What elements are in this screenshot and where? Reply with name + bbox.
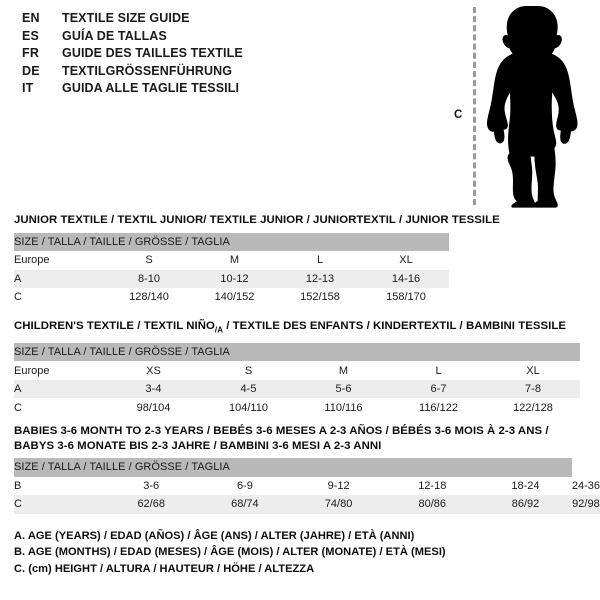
row-value: 14-16	[363, 269, 449, 288]
row-value: 8-10	[106, 269, 192, 288]
section-title-children: CHILDREN'S TEXTILE / TEXTIL NIÑO/A / TEX…	[14, 319, 580, 338]
height-label: C	[454, 109, 463, 121]
section-title-babies-line1: BABIES 3-6 MONTH TO 2-3 YEARS / BEBÉS 3-…	[14, 425, 549, 437]
table-header-bar: SIZE / TALLA / TAILLE / GRÖSSE / TAGLIA	[14, 458, 600, 477]
table-row: Europe S M L XL	[14, 251, 449, 270]
size-bar-label: SIZE / TALLA / TAILLE / GRÖSSE / TAGLIA	[14, 232, 449, 251]
row-value: 5-6	[296, 379, 391, 399]
row-value: 18-24	[479, 476, 572, 495]
row-value: 6-7	[391, 379, 486, 399]
row-value: XL	[486, 361, 580, 380]
language-title: GUIDA ALLE TAGLIE TESSILI	[62, 81, 240, 96]
size-bar-label: SIZE / TALLA / TAILLE / GRÖSSE / TAGLIA	[14, 342, 580, 362]
row-value: 140/152	[192, 288, 277, 307]
row-value: M	[192, 251, 277, 270]
footnote-c: C. (cm) HEIGHT / ALTURA / HAUTEUR / HÖHE…	[14, 562, 315, 575]
row-value: 12-13	[277, 269, 363, 288]
table-row: A 3-4 4-5 5-6 6-7 7-8	[14, 379, 580, 399]
section-title-junior: JUNIOR TEXTILE / TEXTIL JUNIOR/ TEXTILE …	[14, 214, 500, 226]
row-value: 10-12	[192, 269, 277, 288]
section-title-children-pre: CHILDREN'S TEXTILE / TEXTIL NIÑO	[14, 320, 215, 332]
language-code: ES	[22, 28, 40, 43]
row-value: 122/128	[486, 398, 580, 417]
size-bar-label: SIZE / TALLA / TAILLE / GRÖSSE / TAGLIA	[14, 458, 572, 477]
row-value: S	[201, 361, 296, 380]
footnote-b: B. AGE (MONTHS) / EDAD (MESES) / ÂGE (MO…	[14, 546, 446, 559]
row-value: 7-8	[486, 379, 580, 399]
table-row: B 3-6 6-9 9-12 12-18 18-24 24-36	[14, 476, 600, 495]
language-title: GUIDE DES TAILLES TEXTILE	[62, 46, 243, 61]
row-label: B	[14, 476, 105, 495]
row-value: 62/68	[104, 495, 199, 514]
row-value: XL	[363, 251, 449, 270]
table-header-bar: SIZE / TALLA / TAILLE / GRÖSSE / TAGLIA	[14, 342, 580, 362]
table-header-bar: SIZE / TALLA / TAILLE / GRÖSSE / TAGLIA	[14, 232, 449, 251]
table-row: A 8-10 10-12 12-13 14-16	[14, 269, 449, 288]
row-value: 3-4	[106, 379, 201, 399]
row-value: 9-12	[291, 476, 386, 495]
language-row-de: DE TEXTILGRÖSSENFÜHRUNG	[22, 64, 442, 82]
language-code: IT	[22, 81, 34, 96]
language-code: EN	[22, 11, 40, 25]
row-label: Europe	[14, 361, 106, 380]
row-value: 3-6	[104, 476, 199, 495]
junior-size-table: SIZE / TALLA / TAILLE / GRÖSSE / TAGLIA …	[14, 232, 449, 307]
row-value: 116/122	[391, 398, 486, 417]
height-dashed-line-icon	[473, 7, 476, 205]
table-row: C 128/140 140/152 152/158 158/170	[14, 288, 449, 307]
section-junior-textile: JUNIOR TEXTILE / TEXTIL JUNIOR/ TEXTILE …	[14, 213, 500, 307]
section-title-babies-line2: BABYS 3-6 MONATE BIS 2-3 JAHRE / BAMBINI…	[14, 439, 382, 452]
row-value: 128/140	[106, 288, 192, 307]
height-measurement-figure: C	[440, 4, 590, 209]
row-label: C	[14, 288, 106, 307]
toddler-silhouette-icon	[486, 6, 578, 208]
row-value: 98/104	[106, 398, 201, 417]
section-title-children-post: / TEXTILE DES ENFANTS / KINDERTEXTIL / B…	[223, 320, 567, 332]
row-value: 158/170	[363, 288, 449, 307]
table-row: C 98/104 104/110 110/116 116/122 122/128	[14, 398, 580, 417]
row-value: 92/98	[571, 495, 600, 514]
section-childrens-textile: CHILDREN'S TEXTILE / TEXTIL NIÑO/A / TEX…	[14, 319, 580, 417]
language-row-es: ES GUÍA DE TALLAS	[22, 29, 442, 47]
language-row-fr: FR GUIDE DES TAILLES TEXTILE	[22, 46, 442, 64]
language-row-en: EN TEXTILE SIZE GUIDE	[22, 11, 442, 29]
table-row: Europe XS S M L XL	[14, 361, 580, 380]
language-header: EN TEXTILE SIZE GUIDE ES GUÍA DE TALLAS …	[22, 11, 442, 99]
row-value: XS	[106, 361, 201, 380]
row-label: C	[14, 398, 106, 417]
row-value: 6-9	[198, 476, 292, 495]
row-value: 12-18	[385, 476, 480, 495]
language-code: DE	[22, 63, 40, 78]
row-value: 4-5	[201, 379, 296, 399]
row-label: C	[14, 495, 105, 514]
language-title: TEXTILGRÖSSENFÜHRUNG	[62, 63, 233, 78]
row-label: A	[14, 379, 106, 399]
language-title: TEXTILE SIZE GUIDE	[62, 11, 190, 25]
footnote-legend: A. AGE (YEARS) / EDAD (AÑOS) / ÂGE (ANS)…	[14, 528, 446, 577]
table-row: C 62/68 68/74 74/80 80/86 86/92 92/98	[14, 495, 600, 514]
row-label: A	[14, 269, 106, 288]
row-value: L	[277, 251, 363, 270]
row-value: M	[296, 361, 391, 380]
row-value: 68/74	[198, 495, 292, 514]
row-label: Europe	[14, 251, 106, 270]
row-value: 80/86	[385, 495, 480, 514]
row-value: 24-36	[571, 476, 600, 495]
children-size-table: SIZE / TALLA / TAILLE / GRÖSSE / TAGLIA …	[14, 342, 580, 417]
row-value: 110/116	[296, 398, 391, 417]
section-babies-textile: BABIES 3-6 MONTH TO 2-3 YEARS / BEBÉS 3-…	[14, 424, 600, 514]
row-value: S	[106, 251, 192, 270]
section-title-children-subscript: /A	[214, 325, 224, 335]
language-row-it: IT GUIDA ALLE TAGLIE TESSILI	[22, 81, 442, 99]
row-value: L	[391, 361, 486, 380]
footnote-a: A. AGE (YEARS) / EDAD (AÑOS) / ÂGE (ANS)…	[14, 530, 415, 542]
row-value: 152/158	[277, 288, 363, 307]
babies-size-table: SIZE / TALLA / TAILLE / GRÖSSE / TAGLIA …	[14, 458, 600, 514]
row-value: 104/110	[201, 398, 296, 417]
row-value: 86/92	[479, 495, 572, 514]
row-value: 74/80	[291, 495, 386, 514]
language-title: GUÍA DE TALLAS	[62, 28, 167, 43]
language-code: FR	[22, 46, 40, 61]
